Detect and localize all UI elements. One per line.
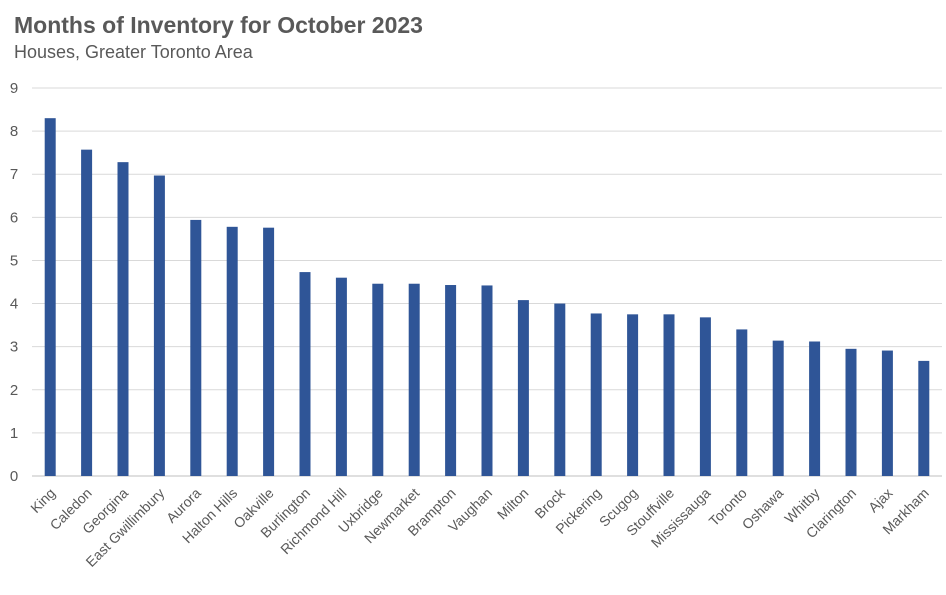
bar (918, 360, 930, 476)
bar (590, 313, 602, 476)
bar (226, 226, 238, 476)
bar (44, 118, 56, 476)
y-tick-label: 8 (10, 123, 18, 140)
chart-subtitle: Houses, Greater Toronto Area (14, 42, 253, 62)
bar (81, 149, 93, 476)
bar (663, 314, 675, 476)
bar (517, 300, 529, 476)
chart-title: Months of Inventory for October 2023 (14, 12, 423, 38)
bar (372, 283, 384, 476)
y-tick-label: 6 (10, 209, 18, 226)
y-tick-label: 7 (10, 166, 18, 183)
y-tick-label: 0 (10, 468, 18, 485)
bar (809, 341, 821, 476)
y-axis-tick-labels: 0 1 2 3 4 5 6 7 8 9 (10, 80, 18, 485)
bar (408, 283, 420, 476)
x-category-label: King (27, 485, 58, 516)
y-tick-label: 2 (10, 382, 18, 399)
bar (627, 314, 639, 476)
x-category-label: Oshawa (739, 485, 787, 533)
bar (554, 303, 566, 476)
bar (481, 285, 493, 476)
y-tick-label: 9 (10, 80, 18, 97)
bar (190, 219, 202, 477)
x-category-label: Milton (494, 485, 532, 523)
y-tick-label: 1 (10, 425, 18, 442)
bar (445, 285, 457, 476)
y-tick-label: 4 (10, 296, 18, 313)
bar (299, 272, 311, 476)
bar (117, 162, 129, 476)
bar (736, 329, 748, 476)
bar (335, 277, 347, 476)
x-category-label: Ajax (865, 485, 896, 516)
bars (44, 118, 930, 477)
y-tick-label: 5 (10, 252, 18, 269)
bar (699, 317, 711, 476)
bar (881, 350, 893, 476)
bar (153, 175, 165, 476)
bar (772, 340, 784, 476)
bar (845, 348, 857, 476)
y-tick-label: 3 (10, 339, 18, 356)
bar (263, 227, 275, 476)
